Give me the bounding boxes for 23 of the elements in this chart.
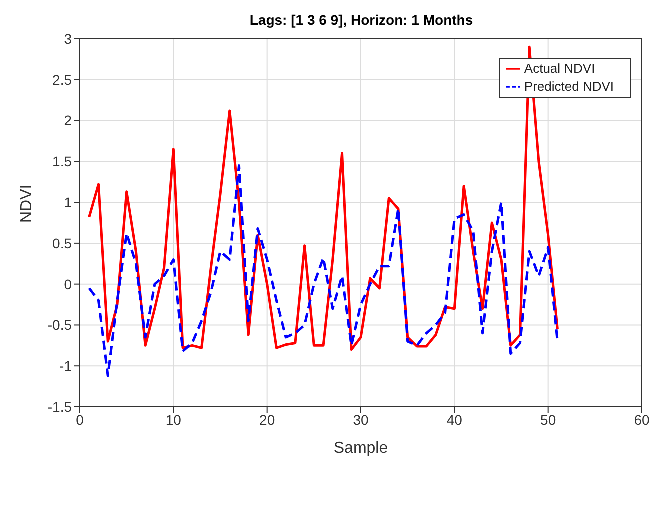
y-axis-title: NDVI bbox=[18, 184, 36, 223]
chart-title: Lags: [1 3 6 9], Horizon: 1 Months bbox=[248, 12, 474, 28]
legend-label: Actual NDVI bbox=[524, 61, 596, 76]
y-tick-label: 2.5 bbox=[52, 72, 72, 88]
y-tick-label: -0.5 bbox=[48, 317, 72, 334]
x-tick-label: 0 bbox=[76, 412, 84, 428]
x-tick-label: 40 bbox=[446, 412, 463, 428]
x-tick-label: 10 bbox=[166, 412, 182, 428]
y-tick-label: -1.5 bbox=[48, 398, 72, 415]
y-tick-label: 1 bbox=[64, 194, 72, 211]
y-tick-label: 0.5 bbox=[52, 235, 72, 252]
legend-label: Predicted NDVI bbox=[524, 79, 614, 94]
x-tick-label: 20 bbox=[260, 412, 276, 428]
x-tick-label: 50 bbox=[540, 412, 556, 428]
y-tick-label: 2 bbox=[64, 112, 72, 129]
y-tick-label: -1 bbox=[60, 358, 72, 374]
y-tick-label: 3 bbox=[64, 30, 72, 47]
x-tick-label: 30 bbox=[353, 412, 369, 428]
x-axis-title: Sample bbox=[334, 440, 388, 457]
x-tick-label: 60 bbox=[634, 412, 650, 428]
line-series bbox=[88, 164, 559, 378]
y-tick-label: 1.5 bbox=[52, 154, 72, 170]
y-tick-label: 0 bbox=[64, 276, 72, 292]
